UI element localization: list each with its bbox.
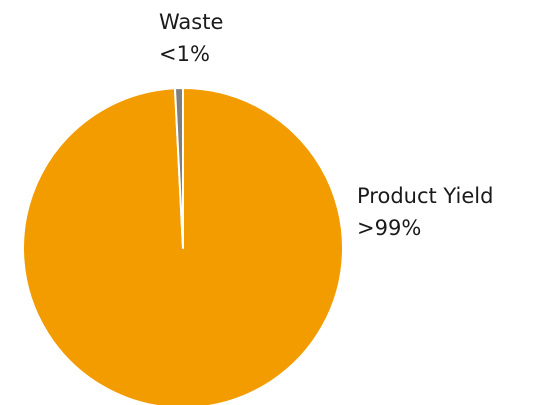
label-product-yield-name: Product Yield	[357, 184, 493, 208]
pie-slices	[22, 87, 344, 405]
label-product-yield-value: >99%	[357, 216, 421, 240]
label-waste-value: <1%	[159, 42, 210, 66]
pie-slice-waste	[173, 87, 184, 249]
label-waste-name: Waste	[159, 10, 223, 34]
